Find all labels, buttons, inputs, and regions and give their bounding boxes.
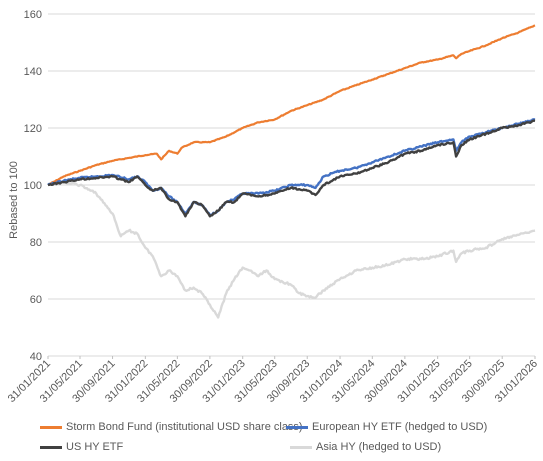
series-line-us-hy-etf [47, 119, 536, 218]
y-tick-label: 40 [30, 351, 42, 363]
y-axis-tick-labels: 40 60 80 100 120 140 160 [24, 9, 42, 363]
y-axis-label: Rebased to 100 [8, 161, 20, 239]
y-tick-label: 100 [24, 180, 42, 192]
y-tick-label: 140 [24, 66, 42, 78]
series-lines [47, 24, 536, 319]
y-tick-label: 60 [30, 294, 42, 306]
series-line-storm-bond-fund-institutional-usd-share-class [47, 24, 536, 186]
y-tick-label: 160 [24, 9, 42, 21]
y-tick-label: 120 [24, 123, 42, 135]
y-tick-label: 80 [30, 237, 42, 249]
series-line-european-hy-etf-hedged-to-usd [47, 118, 536, 217]
x-axis-tick-labels: 31/01/202131/05/202130/09/202131/01/2022… [6, 356, 540, 405]
series-line-asia-hy-hedged-to-usd [47, 180, 536, 319]
gridlines [48, 13, 535, 357]
